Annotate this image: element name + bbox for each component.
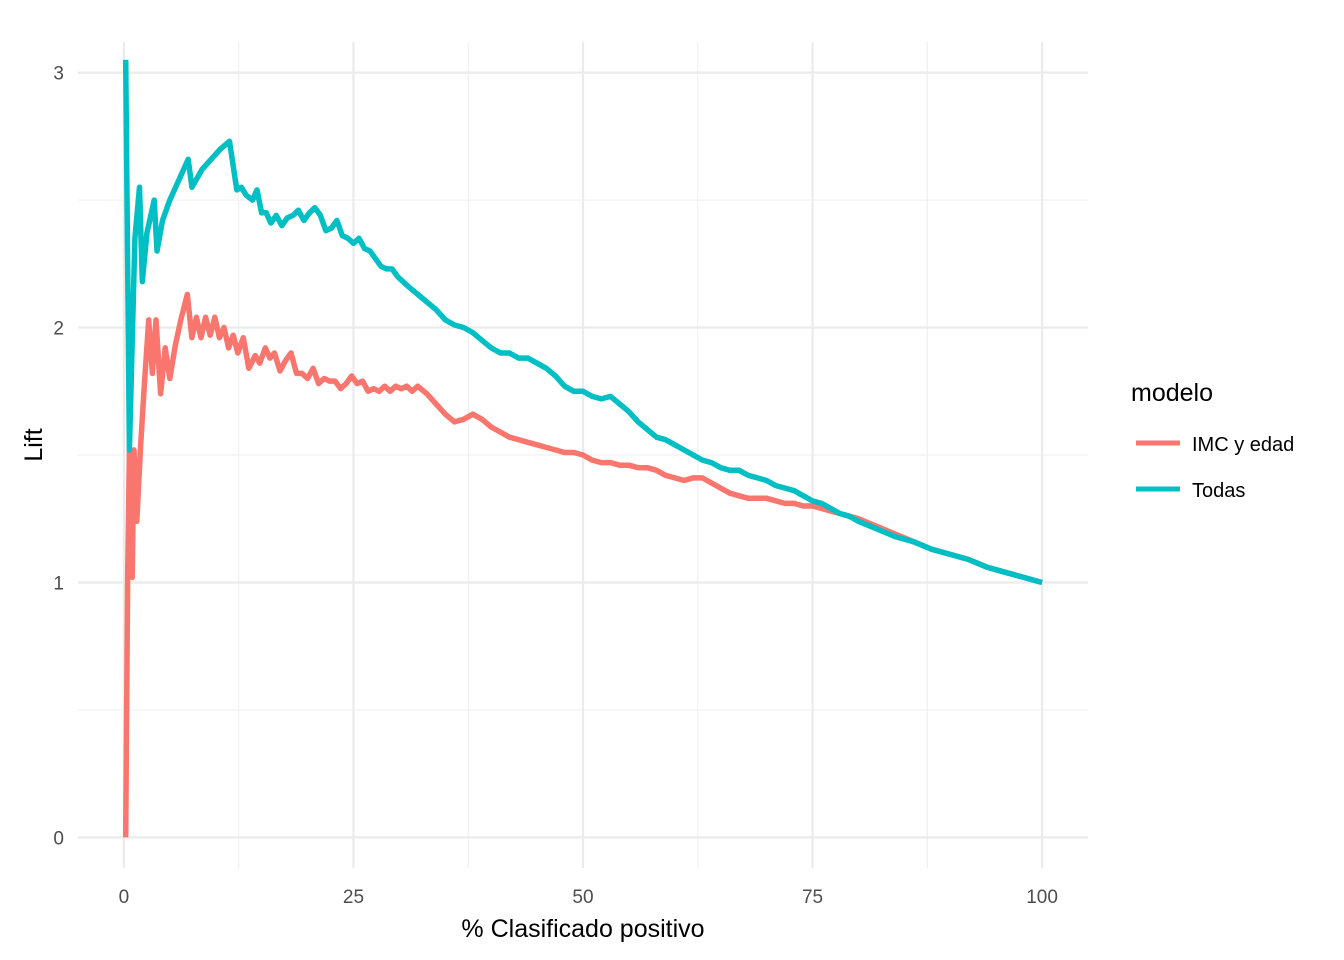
y-axis-title: Lift (20, 428, 48, 461)
x-axis-title: % Clasificado positivo (461, 915, 704, 943)
legend: modelo IMC y edad Todas (1131, 379, 1294, 502)
y-tick-label: 0 (53, 828, 64, 849)
series-line-imc-y-edad (122, 291, 1043, 838)
grid-major (78, 42, 1088, 868)
y-axis-ticks: 0 1 2 3 (53, 64, 64, 850)
x-tick-label: 75 (802, 887, 823, 908)
x-tick-label: 0 (119, 887, 130, 908)
series-layer (122, 59, 1043, 838)
series-line-todas (122, 59, 1043, 586)
y-tick-label: 2 (53, 319, 64, 340)
legend-label-todas: Todas (1192, 480, 1245, 502)
y-tick-label: 3 (53, 64, 64, 85)
x-axis-ticks: 0 25 50 75 100 (119, 887, 1058, 908)
legend-title: modelo (1131, 379, 1213, 407)
x-tick-label: 25 (343, 887, 364, 908)
y-tick-label: 1 (53, 573, 64, 594)
x-tick-label: 100 (1026, 887, 1058, 908)
x-tick-label: 50 (572, 887, 593, 908)
legend-label-imc-y-edad: IMC y edad (1192, 434, 1294, 456)
